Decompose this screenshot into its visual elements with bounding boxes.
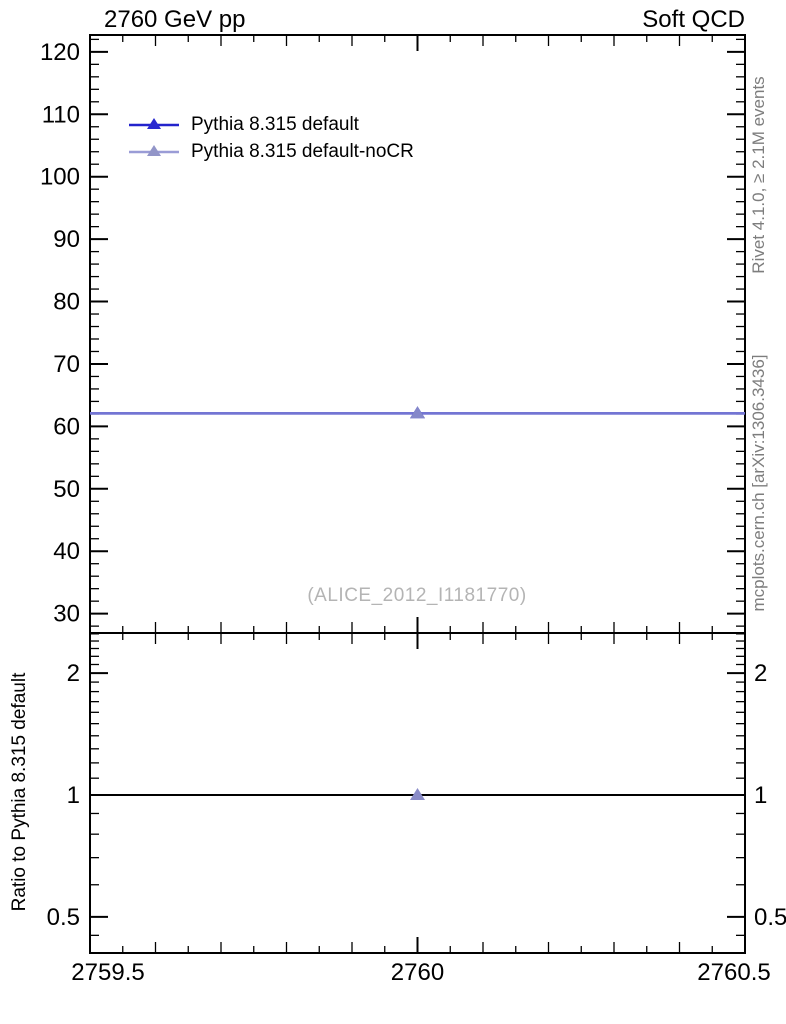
legend-item: Pythia 8.315 default — [128, 111, 414, 138]
svg-text:60: 60 — [53, 413, 80, 440]
svg-text:70: 70 — [53, 351, 80, 378]
svg-text:110: 110 — [42, 101, 80, 128]
beam-title: 2760 GeV pp — [104, 6, 246, 33]
rivet-version-note: Rivet 4.1.0, ≥ 2.1M events — [749, 76, 768, 274]
legend-marker-icon — [128, 116, 180, 134]
mcplots-arxiv-note: mcplots.cern.ch [arXiv:1306.3436] — [749, 354, 768, 612]
svg-text:50: 50 — [53, 476, 80, 503]
svg-text:120: 120 — [40, 39, 80, 66]
svg-text:90: 90 — [53, 226, 80, 253]
legend: Pythia 8.315 default Pythia 8.315 defaul… — [128, 111, 414, 165]
svg-text:40: 40 — [53, 538, 80, 565]
svg-text:2760: 2760 — [391, 959, 444, 986]
ratio-axis-label: Ratio to Pythia 8.315 default — [9, 672, 30, 912]
svg-text:1: 1 — [754, 782, 767, 809]
svg-text:0.5: 0.5 — [47, 904, 80, 931]
legend-marker-icon — [128, 143, 180, 161]
analysis-watermark: (ALICE_2012_I1181770) — [307, 585, 527, 606]
process-group-title: Soft QCD — [642, 6, 745, 33]
legend-item-label: Pythia 8.315 default-noCR — [191, 140, 414, 162]
legend-item: Pythia 8.315 default-noCR — [128, 138, 414, 165]
svg-text:30: 30 — [53, 601, 80, 628]
svg-text:2: 2 — [67, 660, 80, 687]
svg-text:0.5: 0.5 — [754, 904, 786, 931]
svg-text:80: 80 — [53, 289, 80, 316]
svg-text:1: 1 — [67, 782, 80, 809]
svg-text:100: 100 — [40, 164, 80, 191]
legend-item-label: Pythia 8.315 default — [191, 113, 359, 135]
svg-text:2760.5: 2760.5 — [697, 959, 770, 986]
svg-text:2759.5: 2759.5 — [71, 959, 144, 986]
svg-text:2: 2 — [754, 660, 767, 687]
